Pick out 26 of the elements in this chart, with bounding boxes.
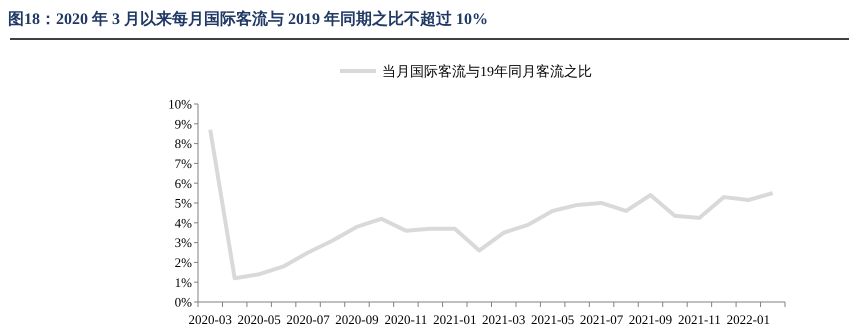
x-tick-label: 2020-05	[237, 312, 281, 327]
y-tick-label: 5%	[174, 196, 192, 211]
x-tick-label: 2021-11	[678, 312, 721, 327]
y-tick-label: 9%	[174, 116, 192, 132]
x-tick-label: 2020-07	[286, 312, 330, 327]
x-tick-label: 2020-09	[335, 312, 379, 327]
y-tick-label: 6%	[174, 176, 192, 191]
y-tick-label: 8%	[174, 136, 192, 152]
x-tick-label: 2021-03	[482, 312, 526, 327]
x-tick-label: 2020-11	[384, 312, 428, 327]
y-tick-label: 2%	[174, 254, 192, 270]
chart-title: 图18：2020 年 3 月以来每月国际客流与 2019 年同期之比不超过 10%	[8, 9, 488, 28]
x-tick-label: 2021-01	[433, 312, 476, 327]
legend-label: 当月国际客流与19年同月客流之比	[382, 64, 592, 80]
x-tick-label: 2022-01	[726, 312, 770, 327]
x-tick-label: 2020-03	[188, 312, 232, 327]
y-tick-label: 10%	[168, 96, 192, 112]
x-tick-label: 2021-05	[530, 312, 574, 327]
y-tick-label: 7%	[174, 156, 192, 171]
y-tick-label: 3%	[174, 235, 192, 250]
y-tick-label: 0%	[174, 294, 192, 310]
x-tick-label: 2021-09	[628, 312, 672, 327]
y-tick-label: 1%	[174, 274, 192, 290]
x-tick-label: 2021-07	[580, 312, 624, 327]
line-series	[208, 128, 775, 280]
y-tick-label: 4%	[174, 215, 192, 230]
